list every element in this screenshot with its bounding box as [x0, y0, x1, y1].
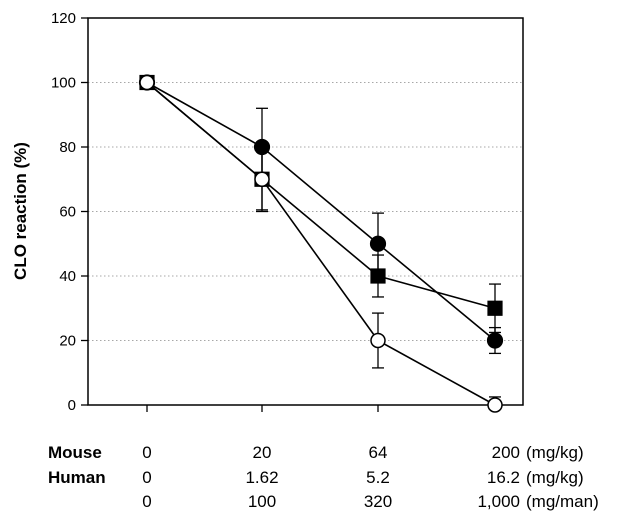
dose-value: 0: [142, 443, 151, 462]
dose-unit: (mg/man): [526, 492, 599, 511]
dose-value: 16.2: [487, 468, 520, 487]
dose-unit: (mg/kg): [526, 468, 584, 487]
series-3-point: [254, 171, 270, 187]
dose-value: 20: [253, 443, 272, 462]
series-2-point: [487, 300, 503, 316]
series-2-point: [370, 268, 386, 284]
series-3-line: [146, 81, 496, 406]
y-tick-label: 20: [59, 333, 76, 350]
y-axis-ticks: 0 20 40 60 80 100 120: [51, 10, 88, 414]
dose-value: 64: [369, 443, 388, 462]
dose-value: 1.62: [245, 468, 278, 487]
grid-lines: [88, 82, 523, 341]
x-axis-ticks: [146, 405, 496, 412]
dose-value: 0: [142, 468, 151, 487]
series-1-point: [486, 332, 504, 349]
dose-unit: (mg/kg): [526, 443, 584, 462]
series-3-point: [370, 332, 386, 349]
y-tick-label: 40: [59, 268, 76, 285]
dose-value: 320: [364, 492, 392, 511]
dose-value: 100: [248, 492, 276, 511]
series-1-point: [253, 138, 271, 156]
y-tick-label: 80: [59, 139, 76, 156]
dose-row-label: Mouse: [48, 443, 102, 462]
series-3-point: [487, 397, 503, 413]
y-tick-label: 120: [51, 10, 76, 27]
y-tick-label: 60: [59, 204, 76, 221]
series-1-point: [369, 235, 387, 252]
dose-value: 0: [142, 492, 151, 511]
dose-row-label: Human: [48, 468, 106, 487]
y-tick-label: 0: [68, 397, 76, 414]
dose-value: 200: [492, 443, 520, 462]
dose-value: 1,000: [477, 492, 520, 511]
series-3-point: [139, 74, 155, 91]
series-layer: [138, 74, 504, 413]
dose-value: 5.2: [366, 468, 390, 487]
y-axis-label: CLO reaction (%): [11, 142, 30, 280]
y-tick-label: 100: [51, 75, 76, 92]
dose-table: Mouse 0 20 64 200 (mg/kg) Human 0 1.62 5.2 16.2 (mg…: [48, 443, 599, 511]
